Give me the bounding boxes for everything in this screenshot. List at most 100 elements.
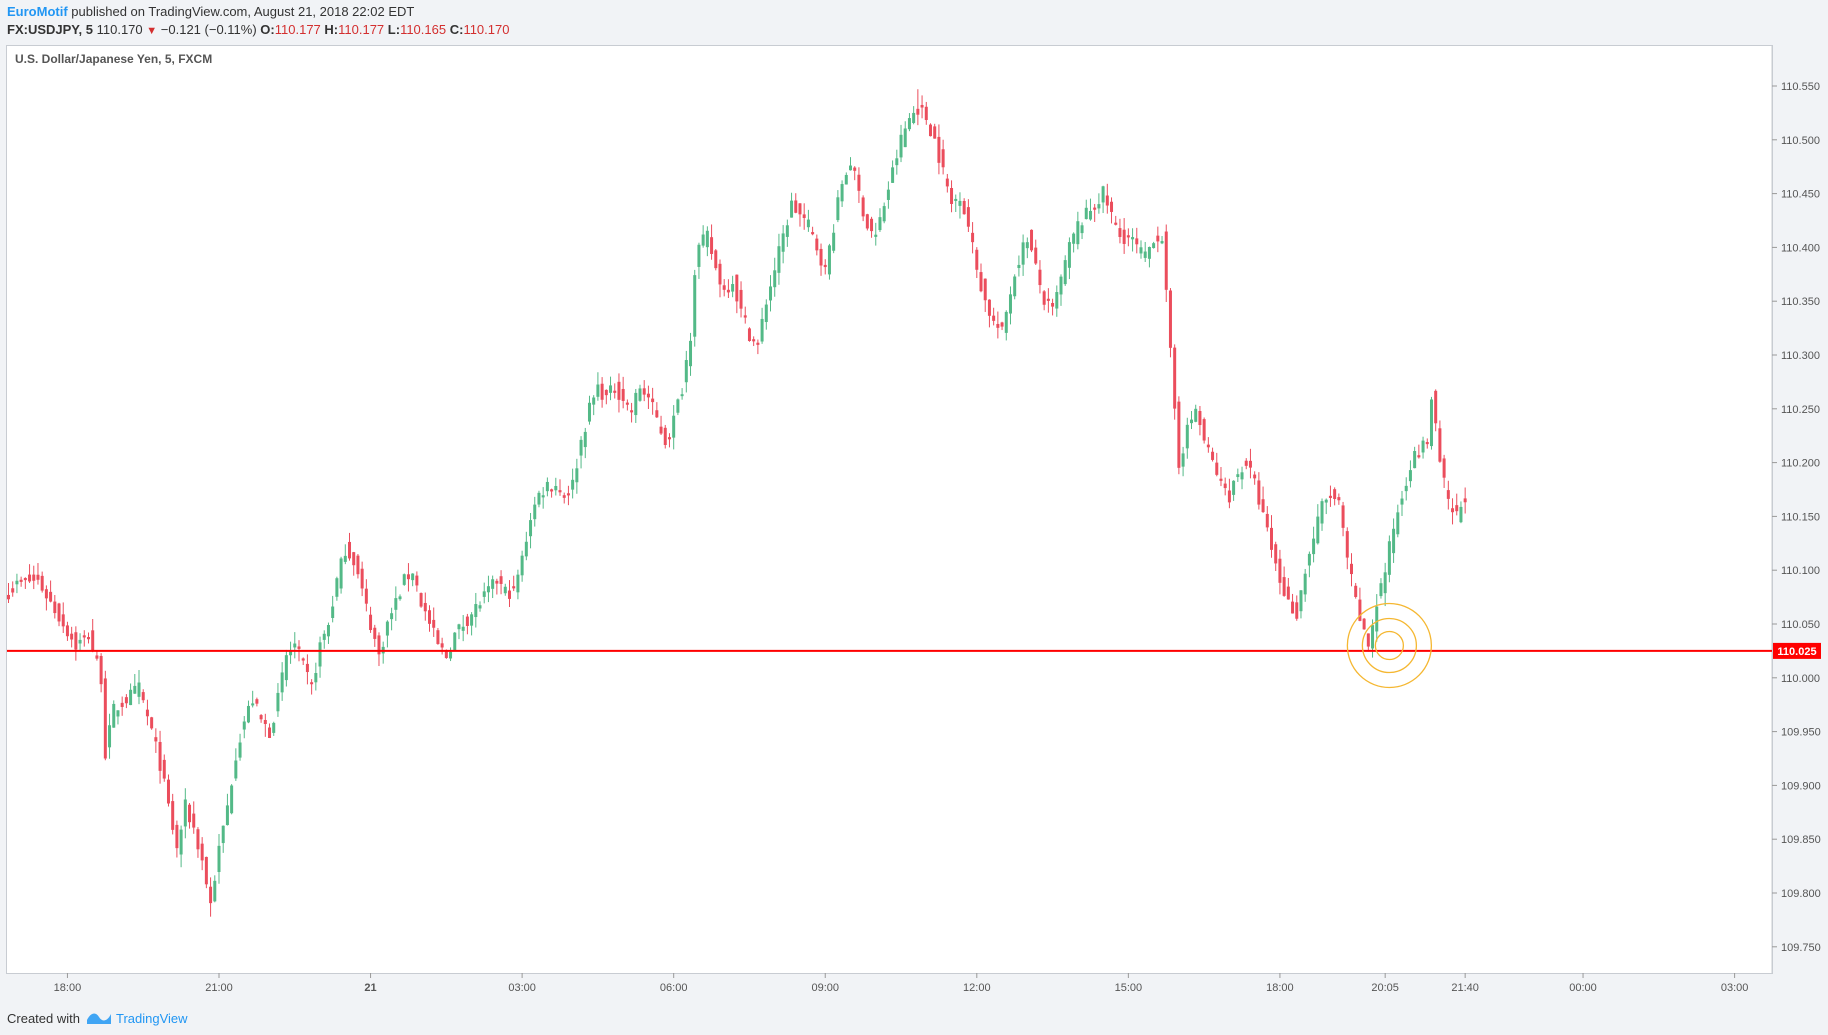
high-value: 110.177 bbox=[338, 22, 385, 37]
candle-body bbox=[794, 200, 798, 213]
candle-body bbox=[1017, 264, 1021, 269]
candle-body bbox=[676, 399, 680, 413]
candle-body bbox=[322, 633, 326, 640]
candle-body bbox=[802, 214, 806, 218]
candle-body bbox=[701, 234, 705, 246]
candle-body bbox=[941, 149, 945, 168]
candle-body bbox=[1101, 186, 1105, 203]
candle-body bbox=[1455, 505, 1459, 512]
y-tick-label: 109.950 bbox=[1781, 727, 1821, 739]
author-link[interactable]: EuroMotif bbox=[7, 4, 68, 19]
x-tick-label: 21:00 bbox=[205, 982, 233, 994]
candle-body bbox=[583, 431, 587, 448]
symbol-label: FX:USDJPY, 5 bbox=[7, 22, 93, 37]
candlestick-chart[interactable]: 110.550 110.500 110.450 110.400 110.350 110.3… bbox=[0, 0, 1828, 1002]
candle-body bbox=[377, 635, 381, 655]
candle-body bbox=[600, 383, 604, 400]
candle-body bbox=[449, 651, 453, 659]
y-tick-label: 110.500 bbox=[1781, 135, 1820, 147]
candle-body bbox=[1046, 298, 1050, 301]
candle-body bbox=[356, 555, 360, 575]
footer-bar bbox=[0, 1002, 1828, 1035]
candle-body bbox=[1025, 242, 1029, 249]
candle-body bbox=[705, 230, 709, 248]
candle-body bbox=[550, 489, 554, 492]
candle-body bbox=[1413, 451, 1417, 469]
candle-body bbox=[554, 485, 558, 491]
candle-body bbox=[1181, 453, 1185, 467]
y-tick-label: 110.100 bbox=[1781, 565, 1820, 577]
candle-body bbox=[693, 275, 697, 337]
candle-body bbox=[246, 705, 250, 723]
candle-body bbox=[1328, 495, 1332, 498]
candle-body bbox=[1168, 290, 1172, 348]
candle-body bbox=[293, 643, 297, 648]
candle-body bbox=[398, 596, 402, 600]
candle-body bbox=[1008, 294, 1012, 314]
candle-body bbox=[1122, 229, 1126, 244]
tradingview-logo-icon[interactable] bbox=[86, 1008, 112, 1026]
candle-body bbox=[1425, 442, 1429, 445]
candle-body bbox=[402, 574, 406, 585]
candle-body bbox=[516, 574, 520, 593]
candle-body bbox=[1093, 207, 1097, 210]
candle-body bbox=[646, 393, 650, 398]
y-tick-label: 110.550 bbox=[1781, 81, 1820, 93]
candle-body bbox=[7, 594, 10, 600]
candle-body bbox=[339, 558, 343, 589]
candle-body bbox=[1404, 485, 1408, 492]
y-tick-label: 110.450 bbox=[1781, 189, 1820, 201]
candle-body bbox=[150, 717, 154, 729]
tradingview-link[interactable]: TradingView bbox=[116, 1011, 188, 1026]
candle-body bbox=[230, 785, 234, 814]
candle-body bbox=[1202, 419, 1206, 441]
candle-body bbox=[1232, 480, 1236, 495]
candle-body bbox=[268, 727, 272, 738]
candle-body bbox=[32, 574, 36, 581]
candle-body bbox=[655, 410, 659, 418]
candle-body bbox=[604, 389, 608, 396]
level-price-tag bbox=[1773, 642, 1821, 659]
candle-body bbox=[1076, 221, 1080, 245]
candle-body bbox=[1434, 390, 1438, 424]
candle-body bbox=[920, 104, 924, 108]
candle-body bbox=[684, 360, 688, 383]
y-tick-label: 110.250 bbox=[1781, 404, 1820, 416]
down-arrow-icon: ▼ bbox=[146, 25, 158, 37]
candle-body bbox=[1295, 602, 1299, 619]
low-label: L: bbox=[387, 22, 401, 37]
candle-body bbox=[1143, 251, 1147, 258]
candle-body bbox=[61, 614, 65, 627]
header-bar bbox=[0, 0, 1828, 44]
candle-body bbox=[436, 630, 440, 644]
candle-body bbox=[188, 804, 192, 823]
candle-body bbox=[507, 590, 511, 599]
candle-body bbox=[53, 601, 57, 614]
candle-body bbox=[326, 624, 330, 637]
candle-body bbox=[120, 702, 124, 707]
candle-body bbox=[928, 124, 932, 137]
y-tick-label: 110.200 bbox=[1781, 458, 1820, 470]
candle-body bbox=[710, 237, 714, 254]
candle-body bbox=[108, 725, 112, 748]
candle-body bbox=[714, 250, 718, 269]
candle-body bbox=[259, 715, 263, 720]
candle-body bbox=[461, 626, 465, 631]
candle-body bbox=[878, 217, 882, 231]
candle-body bbox=[1282, 577, 1286, 596]
candle-body bbox=[1135, 238, 1139, 245]
candle-body bbox=[916, 108, 920, 115]
candle-body bbox=[1459, 506, 1463, 523]
candle-body bbox=[289, 650, 293, 656]
candle-body bbox=[1345, 531, 1349, 558]
candle-body bbox=[937, 136, 941, 163]
candle-body bbox=[369, 614, 373, 631]
candle-body bbox=[238, 742, 242, 758]
candle-body bbox=[255, 699, 259, 704]
candle-body bbox=[91, 630, 95, 651]
candle-body bbox=[390, 613, 394, 620]
publication-line: EuroMotif published on TradingView.com, … bbox=[7, 4, 414, 19]
y-tick-label: 110.000 bbox=[1781, 673, 1820, 685]
candle-body bbox=[474, 604, 478, 618]
candle-body bbox=[301, 658, 305, 661]
